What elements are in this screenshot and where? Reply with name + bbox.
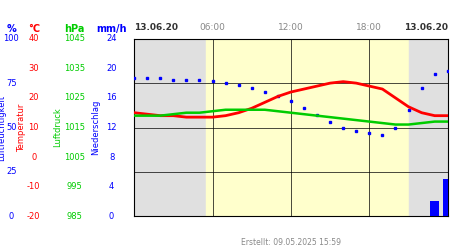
Text: 20: 20 xyxy=(106,64,117,73)
Text: -10: -10 xyxy=(27,182,40,191)
Text: 16: 16 xyxy=(106,94,117,102)
Text: 25: 25 xyxy=(6,168,17,176)
Text: hPa: hPa xyxy=(64,24,85,34)
Text: 985: 985 xyxy=(66,212,82,221)
Text: 1035: 1035 xyxy=(64,64,85,73)
Text: 75: 75 xyxy=(6,78,17,88)
Text: 0: 0 xyxy=(109,212,114,221)
Text: Temperatur: Temperatur xyxy=(17,103,26,152)
Text: 4: 4 xyxy=(109,182,114,191)
Text: 13.06.20: 13.06.20 xyxy=(134,23,178,32)
Text: 0: 0 xyxy=(9,212,14,221)
Text: 12: 12 xyxy=(106,123,117,132)
Text: 995: 995 xyxy=(67,182,82,191)
Text: 1045: 1045 xyxy=(64,34,85,43)
Text: 0: 0 xyxy=(31,152,36,162)
Text: Niederschlag: Niederschlag xyxy=(91,100,100,155)
Text: -20: -20 xyxy=(27,212,40,221)
Text: 1025: 1025 xyxy=(64,94,85,102)
Bar xyxy=(409,39,448,216)
Text: Luftfeuchtigkeit: Luftfeuchtigkeit xyxy=(0,94,6,160)
Text: 1005: 1005 xyxy=(64,152,85,162)
Text: 24: 24 xyxy=(106,34,117,43)
Text: mm/h: mm/h xyxy=(96,24,127,34)
Text: °C: °C xyxy=(28,24,40,34)
Text: 12:00: 12:00 xyxy=(278,23,304,32)
Bar xyxy=(134,39,206,216)
Text: Luftdruck: Luftdruck xyxy=(53,108,62,147)
Text: 8: 8 xyxy=(109,152,114,162)
Text: 50: 50 xyxy=(6,123,17,132)
Text: 40: 40 xyxy=(28,34,39,43)
Text: 18:00: 18:00 xyxy=(356,23,382,32)
Text: Erstellt: 09.05.2025 15:59: Erstellt: 09.05.2025 15:59 xyxy=(241,238,341,247)
Text: %: % xyxy=(6,24,16,34)
Text: 20: 20 xyxy=(28,94,39,102)
Text: 100: 100 xyxy=(4,34,19,43)
Text: 06:00: 06:00 xyxy=(200,23,225,32)
Text: 13.06.20: 13.06.20 xyxy=(404,23,448,32)
Text: 1015: 1015 xyxy=(64,123,85,132)
Bar xyxy=(206,39,409,216)
Text: 30: 30 xyxy=(28,64,39,73)
Bar xyxy=(430,202,439,216)
Bar xyxy=(443,179,450,216)
Text: 10: 10 xyxy=(28,123,39,132)
